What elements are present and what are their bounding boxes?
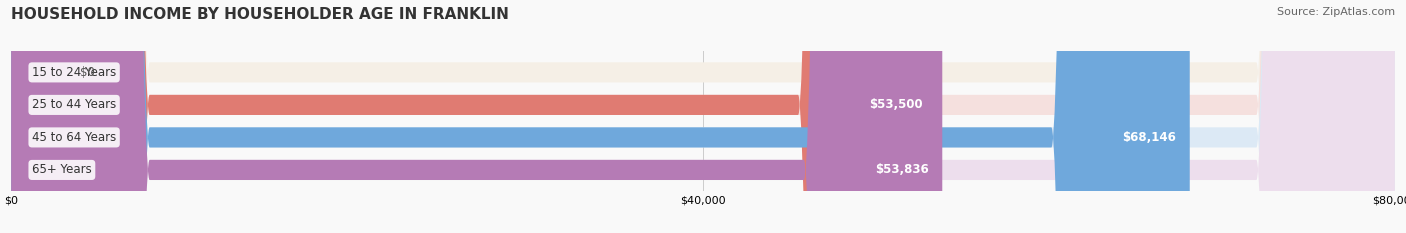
FancyBboxPatch shape (11, 0, 936, 233)
FancyBboxPatch shape (11, 0, 1395, 233)
FancyBboxPatch shape (11, 0, 1395, 233)
Text: 45 to 64 Years: 45 to 64 Years (32, 131, 117, 144)
Text: $0: $0 (80, 66, 96, 79)
Text: 25 to 44 Years: 25 to 44 Years (32, 98, 117, 111)
Text: $68,146: $68,146 (1122, 131, 1175, 144)
FancyBboxPatch shape (11, 0, 1189, 233)
Text: 15 to 24 Years: 15 to 24 Years (32, 66, 117, 79)
FancyBboxPatch shape (11, 0, 942, 233)
Text: $53,836: $53,836 (875, 163, 928, 176)
FancyBboxPatch shape (11, 0, 1395, 233)
Text: Source: ZipAtlas.com: Source: ZipAtlas.com (1277, 7, 1395, 17)
FancyBboxPatch shape (11, 0, 1395, 233)
Text: 65+ Years: 65+ Years (32, 163, 91, 176)
Text: HOUSEHOLD INCOME BY HOUSEHOLDER AGE IN FRANKLIN: HOUSEHOLD INCOME BY HOUSEHOLDER AGE IN F… (11, 7, 509, 22)
Text: $53,500: $53,500 (869, 98, 922, 111)
